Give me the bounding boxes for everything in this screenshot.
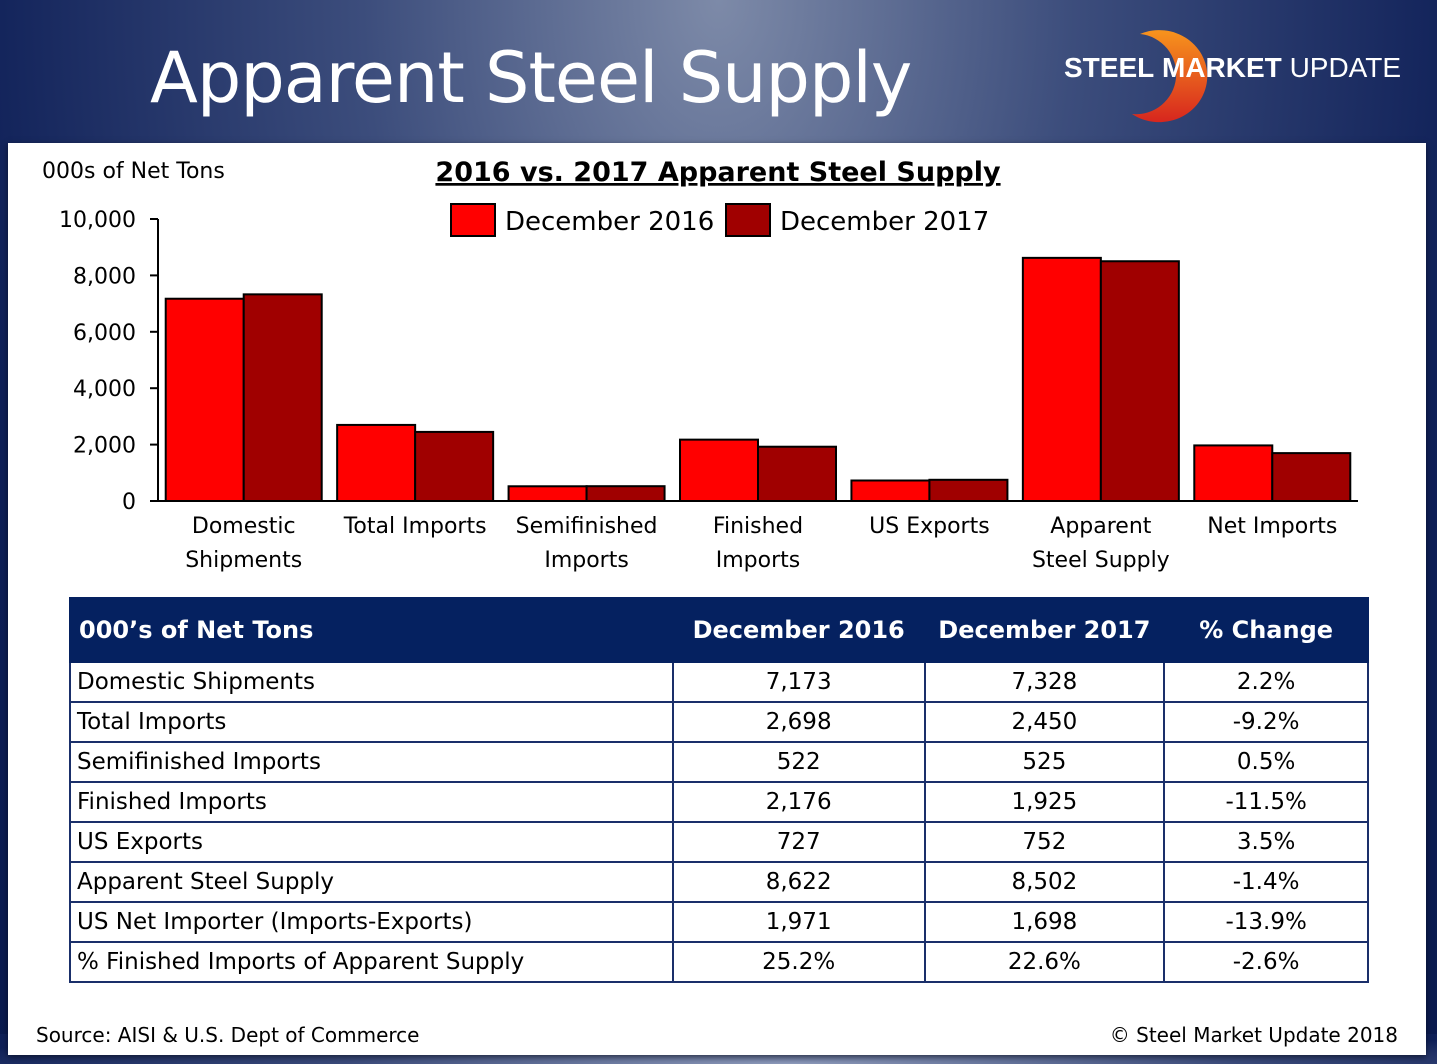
logo-arc-icon xyxy=(1132,30,1208,123)
bar-dec-2017 xyxy=(242,293,323,502)
bar-dec-2016 xyxy=(679,438,759,503)
cell-value: 7,328 xyxy=(923,661,1166,703)
cell-value: 727 xyxy=(671,821,926,863)
y-tick-label: 4,000 xyxy=(73,377,136,402)
x-tick-label: Total Imports xyxy=(343,514,487,539)
legend: December 2016 December 2017 xyxy=(450,203,989,237)
cell-value: 2,176 xyxy=(671,781,926,823)
y-tick-label: 10,000 xyxy=(59,208,136,233)
x-tick-label: Semifinished xyxy=(516,514,658,539)
cell-value: 8,502 xyxy=(923,861,1166,903)
bar-dec-2017 xyxy=(414,430,495,502)
x-tick-label: Shipments xyxy=(185,548,302,573)
bar-dec-2016 xyxy=(336,423,417,503)
x-tick-label: Apparent xyxy=(1050,514,1152,539)
x-tick-label: Imports xyxy=(544,548,628,573)
table-row: Apparent Steel Supply 8,622 8,502 -1.4% xyxy=(69,861,1369,903)
table-row: Domestic Shipments 7,173 7,328 2.2% xyxy=(69,661,1369,703)
y-tick-label: 2,000 xyxy=(73,434,136,459)
table-row: US Net Importer (Imports-Exports) 1,971 1,… xyxy=(69,901,1369,943)
cell-pct-change: 3.5% xyxy=(1163,821,1369,863)
source-note: Source: AISI & U.S. Dept of Commerce xyxy=(36,1023,420,1047)
logo-word-market: MARKET xyxy=(1162,52,1282,83)
header-pct-change: % Change xyxy=(1163,597,1369,663)
cell-value: 522 xyxy=(671,741,926,783)
bar-dec-2016 xyxy=(1021,256,1102,502)
bar-dec-2017 xyxy=(1099,260,1180,502)
row-label: Total Imports xyxy=(69,701,674,743)
row-label: Apparent Steel Supply xyxy=(69,861,674,903)
x-tick-label: Net Imports xyxy=(1207,514,1337,539)
legend-swatch-dec-2017 xyxy=(725,203,771,237)
cell-pct-change: 0.5% xyxy=(1163,741,1369,783)
cell-value: 25.2% xyxy=(671,941,926,983)
x-tick-label: Domestic xyxy=(192,514,296,539)
cell-pct-change: -13.9% xyxy=(1163,901,1369,943)
cell-value: 1,698 xyxy=(923,901,1166,943)
x-axis-labels: Domestic Shipments Total Imports Semifinish… xyxy=(185,514,1337,573)
cell-pct-change: 2.2% xyxy=(1163,661,1369,703)
row-label: Finished Imports xyxy=(69,781,674,823)
cell-value: 1,925 xyxy=(923,781,1166,823)
table-header-row: 000’s of Net Tons December 2016 December… xyxy=(69,597,1369,663)
header-dec-2016: December 2016 xyxy=(671,597,926,663)
bar-dec-2016 xyxy=(507,485,588,503)
y-tick-label: 8,000 xyxy=(73,264,136,289)
x-tick-label: Finished xyxy=(713,514,803,539)
logo-text: STEEL MARKET UPDATE xyxy=(1064,52,1401,84)
copyright-note: © Steel Market Update 2018 xyxy=(1109,1023,1398,1047)
bar-dec-2017 xyxy=(928,478,1009,503)
y-tick-label: 0 xyxy=(122,490,136,515)
cell-value: 7,173 xyxy=(671,661,926,703)
cell-pct-change: -9.2% xyxy=(1163,701,1369,743)
bar-dec-2016 xyxy=(164,297,245,502)
cell-value: 8,622 xyxy=(671,861,926,903)
cell-value: 2,698 xyxy=(671,701,926,743)
bar-dec-2016 xyxy=(850,479,931,502)
table-row: Semifinished Imports 522 525 0.5% xyxy=(69,741,1369,783)
table-row: % Finished Imports of Apparent Supply 25.… xyxy=(69,941,1369,983)
legend-label: December 2016 xyxy=(505,207,714,237)
y-axis-label: 000s of Net Tons xyxy=(42,159,225,184)
cell-pct-change: -2.6% xyxy=(1163,941,1369,983)
row-label: % Finished Imports of Apparent Supply xyxy=(69,941,674,983)
y-tick-label: 6,000 xyxy=(73,321,136,346)
cell-value: 752 xyxy=(923,821,1166,863)
logo: STEEL MARKET UPDATE xyxy=(1062,18,1422,128)
bar-dec-2017 xyxy=(585,485,666,503)
page-title: Apparent Steel Supply xyxy=(150,37,912,119)
bar-dec-2017 xyxy=(757,445,837,502)
cell-value: 2,450 xyxy=(923,701,1166,743)
bar-chart: 000s of Net Tons 2016 vs. 2017 Apparent … xyxy=(42,157,1358,573)
legend-label: December 2017 xyxy=(780,207,989,237)
row-label: US Exports xyxy=(69,821,674,863)
bar-dec-2017 xyxy=(1271,452,1352,502)
x-tick-label: US Exports xyxy=(869,514,990,539)
cell-value: 525 xyxy=(923,741,1166,783)
data-table: 000’s of Net Tons December 2016 December… xyxy=(69,597,1369,983)
table-row: Total Imports 2,698 2,450 -9.2% xyxy=(69,701,1369,743)
row-label: Semifinished Imports xyxy=(69,741,674,783)
logo-word-update: UPDATE xyxy=(1289,52,1402,83)
bar-dec-2016 xyxy=(1193,444,1274,502)
legend-swatch-dec-2016 xyxy=(450,203,496,237)
table-row: Finished Imports 2,176 1,925 -11.5% xyxy=(69,781,1369,823)
x-tick-label: Steel Supply xyxy=(1032,548,1170,573)
cell-value: 1,971 xyxy=(671,901,926,943)
header-metric: 000’s of Net Tons xyxy=(69,597,674,663)
cell-pct-change: -11.5% xyxy=(1163,781,1369,823)
content-panel: 000s of Net Tons 2016 vs. 2017 Apparent … xyxy=(8,143,1426,1055)
bars xyxy=(164,256,1352,503)
table-row: US Exports 727 752 3.5% xyxy=(69,821,1369,863)
chart-title: 2016 vs. 2017 Apparent Steel Supply xyxy=(435,157,1001,188)
cell-pct-change: -1.4% xyxy=(1163,861,1369,903)
header-dec-2017: December 2017 xyxy=(923,597,1166,663)
cell-value: 22.6% xyxy=(923,941,1166,983)
row-label: US Net Importer (Imports-Exports) xyxy=(69,901,674,943)
row-label: Domestic Shipments xyxy=(69,661,674,703)
x-tick-label: Imports xyxy=(716,548,800,573)
logo-word-steel: STEEL xyxy=(1064,52,1155,83)
